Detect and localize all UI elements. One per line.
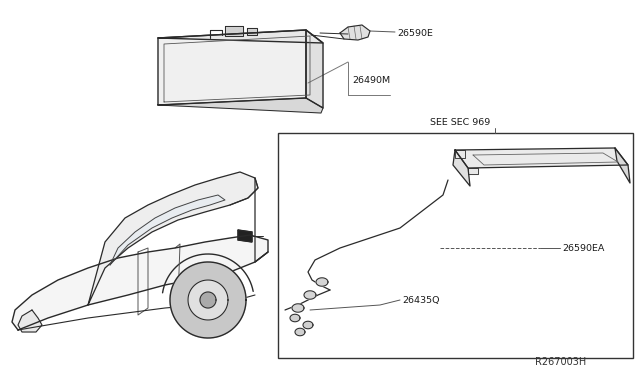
Polygon shape (453, 150, 470, 186)
Polygon shape (468, 168, 478, 174)
Text: 26490M: 26490M (352, 76, 390, 84)
Polygon shape (158, 30, 306, 105)
Polygon shape (158, 98, 323, 113)
Polygon shape (225, 26, 243, 36)
Polygon shape (306, 30, 323, 108)
Polygon shape (18, 310, 42, 332)
Polygon shape (238, 230, 252, 242)
Polygon shape (455, 150, 465, 158)
Polygon shape (295, 328, 305, 336)
Polygon shape (340, 25, 370, 40)
Polygon shape (12, 235, 268, 330)
Polygon shape (88, 172, 258, 305)
Polygon shape (455, 148, 628, 168)
Polygon shape (303, 321, 313, 329)
Polygon shape (158, 30, 323, 43)
Text: R267003H: R267003H (535, 357, 586, 367)
Polygon shape (247, 28, 257, 35)
Bar (278, 133, 633, 358)
Polygon shape (292, 304, 304, 312)
Text: 26590EA: 26590EA (562, 244, 604, 253)
Polygon shape (304, 291, 316, 299)
Polygon shape (110, 195, 225, 265)
Polygon shape (200, 292, 216, 308)
Text: 26435Q: 26435Q (402, 295, 440, 305)
Polygon shape (170, 262, 246, 338)
Polygon shape (615, 148, 630, 183)
Polygon shape (316, 278, 328, 286)
Text: SEE SEC 969: SEE SEC 969 (430, 118, 490, 126)
Text: 26590E: 26590E (397, 29, 433, 38)
Polygon shape (290, 314, 300, 322)
Polygon shape (188, 280, 228, 320)
